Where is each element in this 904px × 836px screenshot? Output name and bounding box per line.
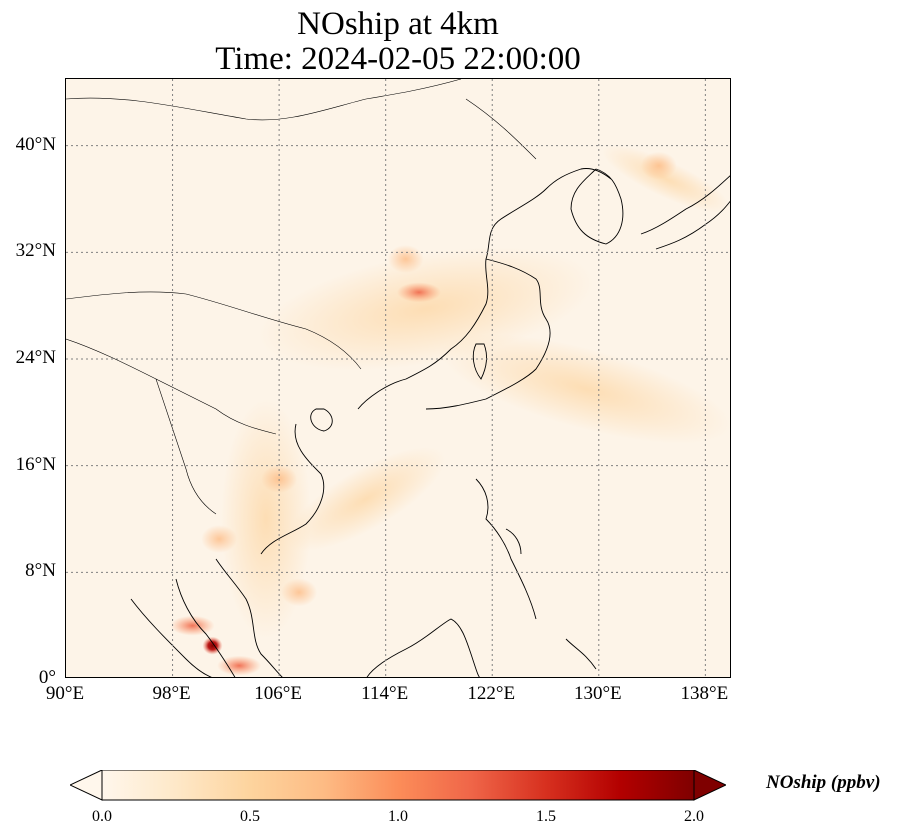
y-tick-label: 40°N [15, 133, 56, 155]
concentration-hotspot [640, 151, 677, 180]
concentration-field [221, 145, 730, 639]
coastlines [66, 79, 730, 677]
colorbar-extend-min [70, 770, 103, 801]
map-title: NOship at 4km [297, 6, 499, 42]
x-tick-label: 106°E [254, 683, 302, 704]
x-tick-label: 98°E [152, 683, 191, 704]
colorbar-tick-label: 1.5 [536, 808, 556, 825]
colorbar-tick-label: 2.0 [684, 808, 704, 825]
x-tick-label: 90°E [45, 683, 85, 704]
concentration-hotspot [396, 282, 441, 303]
concentration-hotspot [387, 245, 424, 273]
colorbar-tick-label: 0.0 [92, 808, 112, 825]
map-canvas [66, 79, 730, 677]
colorbar-gradient [101, 770, 695, 801]
concentration-hotspot [281, 578, 318, 607]
concentration-hotspot [217, 655, 262, 676]
y-tick-label: 32°N [15, 240, 56, 262]
y-tick-label: 16°N [15, 453, 56, 475]
map-subtitle-time: Time: 2024-02-05 22:00:00 [215, 41, 581, 77]
y-tick-label: 0° [38, 667, 56, 688]
colorbar [70, 770, 726, 801]
colorbar-extend-max [693, 770, 726, 801]
colorbar-tick-label: 0.5 [240, 808, 260, 825]
y-tick-label: 24°N [15, 347, 56, 368]
x-tick-label: 138°E [680, 683, 729, 704]
gridlines [66, 79, 730, 677]
concentration-hotspot [202, 636, 223, 655]
map-panel [65, 78, 731, 678]
x-tick-label: 122°E [467, 683, 516, 704]
concentration-hotspot [201, 525, 238, 553]
y-tick-label: 8°N [25, 560, 56, 582]
colorbar-tick-label: 1.0 [388, 808, 408, 825]
x-tick-label: 114°E [361, 683, 409, 704]
x-tick-label: 130°E [573, 683, 622, 704]
colorbar-label: NOship (ppbv) [766, 772, 881, 793]
concentration-hotspot [170, 615, 215, 636]
